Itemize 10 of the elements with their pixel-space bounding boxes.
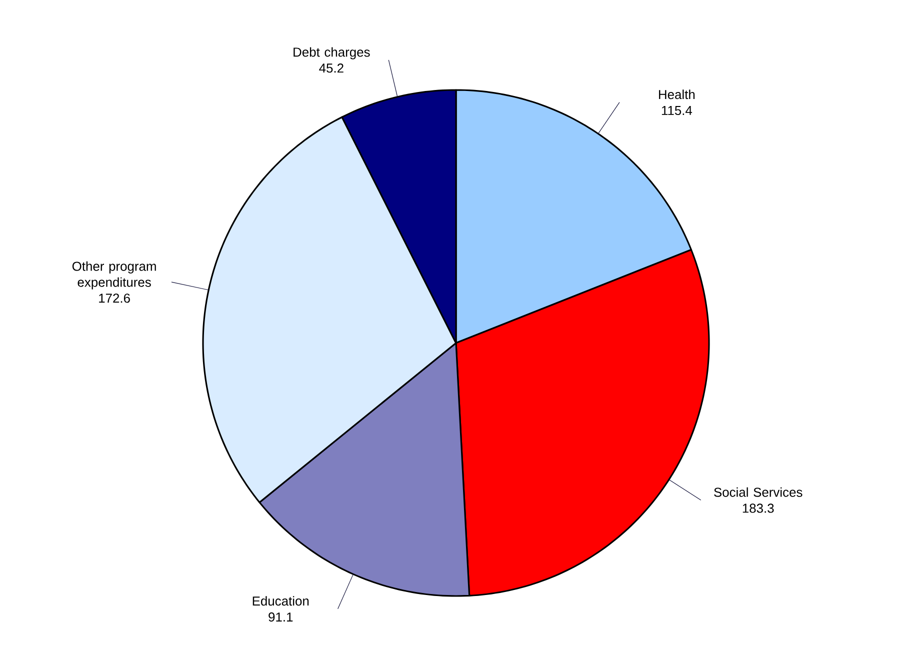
data-label: 115.4: [662, 106, 692, 116]
slice-label: Other program expenditures: [72, 261, 156, 290]
data-label: 91.1: [268, 612, 293, 622]
slice-label: Social Services: [714, 487, 802, 497]
slice-label: Health: [659, 90, 695, 100]
data-label: 183.3: [742, 504, 774, 513]
data-label: 45.2: [319, 64, 344, 73]
data-label: 172.6: [99, 294, 130, 303]
slice-label: Education: [252, 596, 309, 606]
slice-label: Debt charges: [294, 47, 370, 60]
